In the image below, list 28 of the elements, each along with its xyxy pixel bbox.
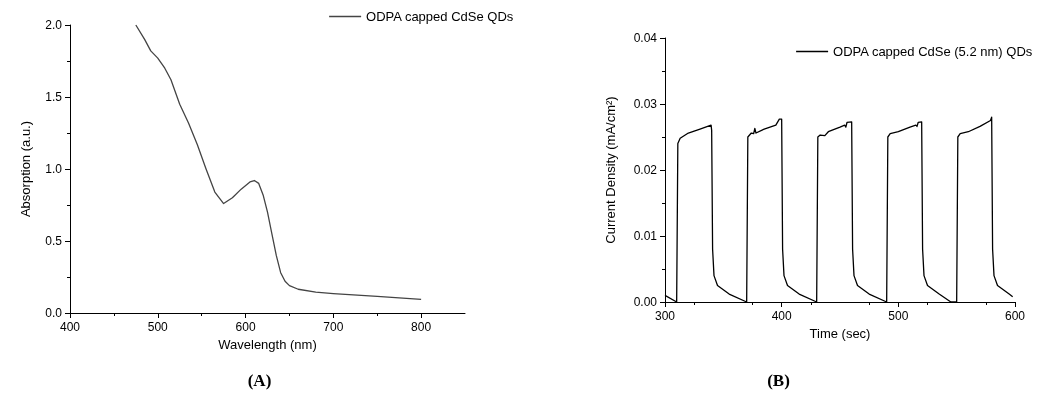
text: (A): [247, 371, 272, 390]
y-tick-label: 2.0: [45, 18, 63, 32]
x-axis-title: Wavelength (nm): [218, 336, 317, 352]
y-tick-label: 0.02: [633, 163, 658, 177]
legend-label: ODPA capped CdSe QDs: [366, 9, 514, 24]
y-tick-label: 0.0: [45, 306, 63, 320]
y-axis-title: Absorption (a.u.): [18, 120, 33, 218]
y-tick-label: 0.5: [45, 234, 63, 248]
x-tick-label: 600: [235, 320, 256, 334]
x-tick-label: 400: [59, 320, 81, 334]
y-tick-label: 0.00: [633, 295, 658, 309]
y-tick-label: 0.04: [633, 31, 658, 45]
text: (B): [767, 371, 790, 390]
y-tick-label: 0.03: [633, 97, 658, 111]
x-tick-label: 300: [654, 309, 676, 323]
legend-label: ODPA capped CdSe (5.2 nm) QDs: [833, 44, 1033, 59]
x-tick-label: 500: [888, 309, 909, 323]
line-series: [135, 24, 422, 300]
x-tick-label: 400: [771, 309, 792, 323]
x-tick-label: 700: [323, 320, 344, 334]
x-tick-label: 500: [147, 320, 169, 334]
y-tick-label: 1.5: [45, 90, 63, 104]
y-tick-label: 1.0: [45, 162, 63, 176]
y-axis-title: Current Density (mA/cm²): [603, 96, 618, 244]
x-tick-label: 800: [411, 320, 432, 334]
y-tick-label: 0.01: [633, 229, 658, 243]
x-tick-label: 600: [1004, 309, 1026, 323]
x-axis-title: Time (sec): [809, 325, 871, 341]
